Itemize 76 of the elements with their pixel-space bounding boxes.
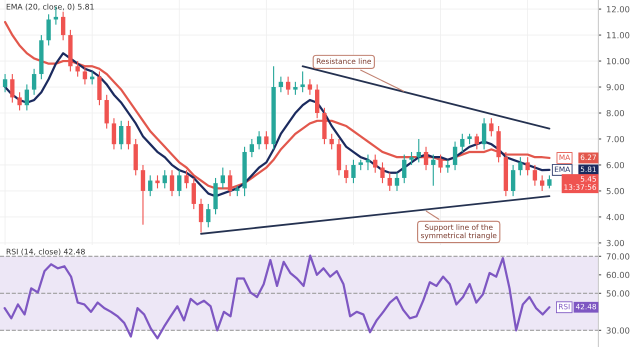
y-tick-label: 9.00 (606, 84, 624, 90)
candlestick (532, 164, 538, 186)
candlestick (344, 164, 348, 184)
candlestick (293, 81, 298, 96)
candlestick (206, 203, 210, 228)
candlestick (380, 162, 385, 184)
candlestick (330, 133, 334, 150)
candlestick (402, 154, 406, 184)
candlestick (46, 14, 51, 46)
candlestick (300, 70, 305, 93)
candlestick (112, 118, 116, 150)
candlestick (75, 60, 80, 78)
y-tick-label: 60.00 (606, 272, 630, 278)
candlestick (228, 170, 232, 197)
candlestick (220, 167, 225, 189)
candlestick (126, 120, 131, 150)
y-tick-label: 5.00 (606, 188, 624, 194)
candlestick (60, 11, 66, 41)
candlestick (416, 138, 421, 163)
candlestick (198, 198, 204, 234)
candlestick (431, 154, 436, 186)
candlestick (235, 185, 240, 197)
candlestick (2, 73, 8, 93)
y-tick-label: 11.00 (606, 32, 630, 38)
candlestick (177, 170, 182, 197)
candlestick (547, 174, 552, 189)
candlestick (351, 159, 356, 184)
candlestick (482, 118, 486, 150)
y-tick-label: 50.00 (606, 290, 630, 297)
candlestick (148, 174, 152, 197)
candlestick (90, 70, 94, 85)
y-tick-label: 6.00 (606, 162, 624, 168)
candlestick (518, 156, 523, 176)
y-tick-label: 12.00 (606, 6, 630, 12)
candlestick (373, 154, 378, 174)
y-tick-label: 4.00 (606, 214, 624, 220)
candlestick (424, 146, 428, 171)
candlestick (119, 120, 124, 150)
candlestick (32, 68, 36, 96)
candlestick (192, 177, 196, 210)
line-series (4, 20, 551, 190)
y-tick-label: 30.00 (606, 327, 630, 334)
y-tick-label: 3.00 (606, 240, 624, 246)
candlestick (170, 170, 174, 197)
candlestick (97, 70, 102, 106)
candlestick (474, 133, 480, 150)
candlestick (525, 156, 530, 176)
candlestick (140, 164, 146, 226)
candlestick (82, 66, 88, 85)
candlestick (162, 170, 167, 189)
candlestick (489, 118, 494, 137)
line-series (4, 254, 550, 340)
y-tick-label: 70.00 (606, 253, 630, 260)
y-tick-label: 7.00 (606, 136, 624, 142)
candlestick (308, 78, 312, 96)
y-tick-label: 10.00 (606, 58, 630, 64)
candlestick (264, 130, 269, 150)
candlestick (256, 130, 262, 150)
candlestick (409, 151, 414, 166)
candlestick (104, 94, 109, 130)
candlestick (510, 164, 516, 197)
candlestick (446, 159, 450, 174)
candlestick (10, 73, 15, 104)
candlestick (278, 76, 284, 93)
candlestick (358, 159, 363, 171)
candlestick (17, 92, 22, 111)
candlestick (452, 141, 458, 171)
candlestick (467, 133, 472, 145)
candlestick (250, 138, 254, 158)
candlestick (540, 174, 544, 192)
candlestick (460, 133, 464, 153)
candlestick (314, 84, 320, 119)
candlestick (388, 172, 392, 192)
candlestick (286, 76, 290, 96)
y-tick-label: 8.00 (606, 110, 624, 116)
candlestick (24, 84, 30, 111)
